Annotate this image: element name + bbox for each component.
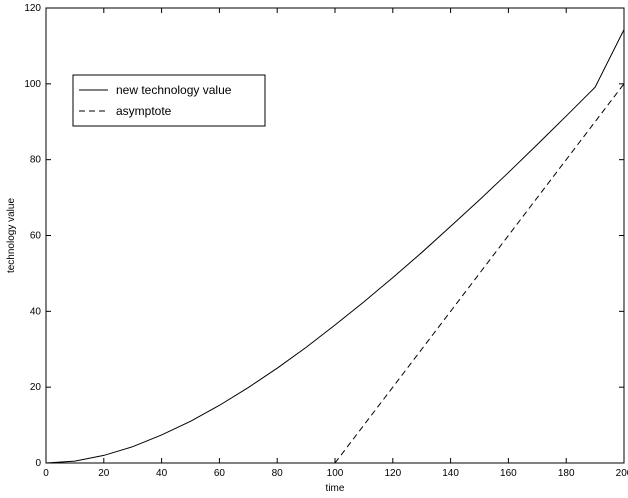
series-line-new-technology-value (45, 29, 625, 464)
y-axis-title: technology value (6, 198, 17, 273)
x-axis-title: time (326, 483, 345, 494)
y-tick-label: 0 (35, 458, 41, 469)
legend-label-new-technology-value: new technology value (116, 83, 232, 97)
y-tick-label: 120 (24, 3, 41, 14)
legend-box (72, 74, 266, 127)
x-tick-label: 20 (98, 468, 110, 479)
y-tick-label: 80 (30, 155, 42, 166)
y-tick-label: 60 (30, 231, 42, 242)
series-layer (45, 29, 625, 464)
x-tick-label: 100 (327, 468, 344, 479)
x-tick-label: 60 (214, 468, 226, 479)
x-tick-label: 80 (272, 468, 284, 479)
legend-label-asymptote: asymptote (116, 104, 172, 118)
y-axis-ticks: 0 20 40 60 80 100 120 (24, 3, 624, 469)
x-tick-label: 0 (43, 468, 49, 479)
legend: new technology value asymptote (72, 74, 266, 127)
x-axis-ticks: 0 20 40 60 80 100 120 140 160 180 200 (43, 8, 628, 479)
x-tick-label: 40 (156, 468, 168, 479)
x-tick-label: 140 (442, 468, 459, 479)
y-tick-label: 40 (30, 306, 42, 317)
x-tick-label: 120 (384, 468, 401, 479)
y-tick-label: 100 (24, 79, 41, 90)
x-tick-label: 160 (500, 468, 517, 479)
y-tick-label: 20 (30, 382, 42, 393)
x-tick-label: 200 (616, 468, 628, 479)
x-tick-label: 180 (558, 468, 575, 479)
